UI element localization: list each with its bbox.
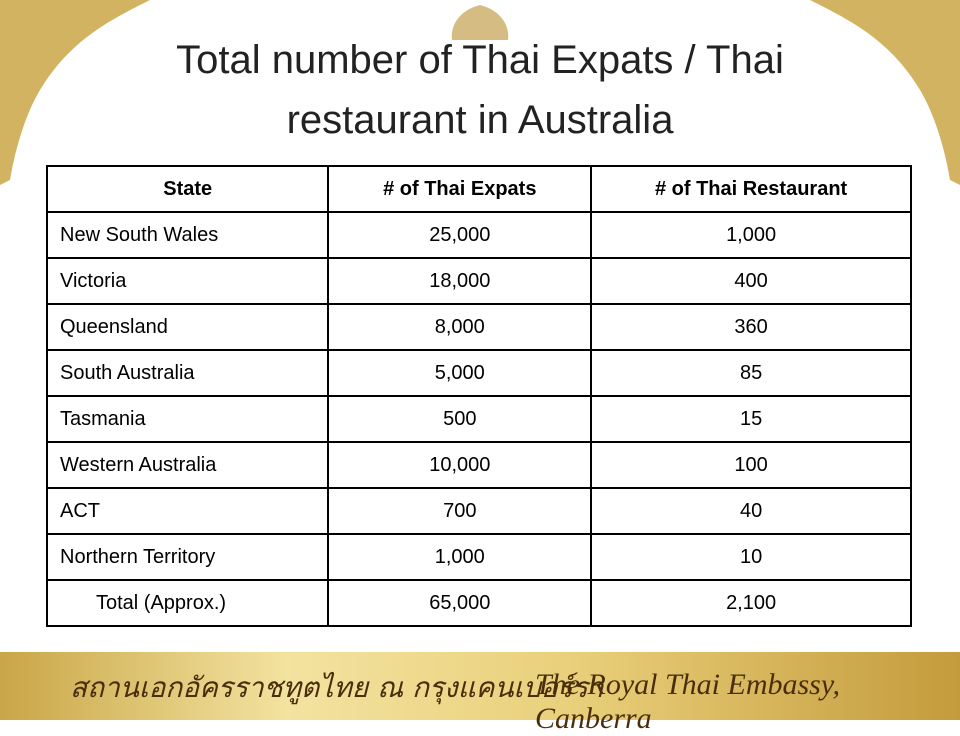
table-cell: New South Wales [45, 211, 330, 259]
table-cell: 65,000 [327, 579, 593, 627]
title: Total number of Thai Expats / Thai resta… [176, 38, 784, 142]
table-cell: 360 [590, 303, 912, 351]
corner-ornament-right [810, 0, 960, 185]
table-cell: 1,000 [327, 533, 593, 581]
table-cell: 700 [327, 487, 593, 535]
table-row: Total (Approx.) 65,000 2,100 [45, 579, 912, 627]
table-row: ACT 700 40 [45, 487, 912, 535]
table-cell: 100 [590, 441, 912, 489]
data-table: State # of Thai Expats # of Thai Restauran… [45, 165, 912, 627]
table-cell: 40 [590, 487, 912, 535]
footer-english: The Royal Thai Embassy, Canberra [535, 668, 840, 735]
decorations [0, 0, 960, 185]
table-cell: 8,000 [327, 303, 593, 351]
column-header: State [45, 165, 330, 213]
table-row: New South Wales 25,000 1,000 [45, 211, 912, 259]
table-row: South Australia 5,000 85 [45, 349, 912, 397]
table-cell: 2,100 [590, 579, 912, 627]
table-cell: Tasmania [45, 395, 330, 443]
footer: สถานเอกอัครราชทูตไทย ณ กรุงแคนเบอร์รา Th… [0, 652, 960, 735]
table-cell: Victoria [45, 257, 330, 305]
column-header: # of Thai Restaurant [590, 165, 912, 213]
table-cell: South Australia [45, 349, 330, 397]
table-cell: Western Australia [45, 441, 330, 489]
table-cell: 500 [327, 395, 593, 443]
table-cell: 15 [590, 395, 912, 443]
column-header: # of Thai Expats [327, 165, 593, 213]
table-cell: 10 [590, 533, 912, 581]
table-row: Western Australia 10,000 100 [45, 441, 912, 489]
table-cell: 85 [590, 349, 912, 397]
table-cell: 400 [590, 257, 912, 305]
table-cell: 10,000 [327, 441, 593, 489]
table-row: Queensland 8,000 360 [45, 303, 912, 351]
footer-thai: สถานเอกอัครราชทูตไทย ณ กรุงแคนเบอร์รา [70, 671, 604, 704]
corner-ornament-left [0, 0, 150, 185]
table-cell: 1,000 [590, 211, 912, 259]
emblem [451, 5, 509, 40]
table-body: New South Wales 25,000 1,000 Victoria 18,000… [45, 211, 912, 627]
table-cell: Northern Territory [45, 533, 330, 581]
table-cell: Queensland [45, 303, 330, 351]
header-row: State # of Thai Expats # of Thai Restauran… [45, 165, 912, 213]
table-row: Northern Territory 1,000 10 [45, 533, 912, 581]
table-cell: Total (Approx.) [45, 579, 330, 627]
table-row: Victoria 18,000 400 [45, 257, 912, 305]
table-row: Tasmania 500 15 [45, 395, 912, 443]
table-cell: 25,000 [327, 211, 593, 259]
table-cell: 18,000 [327, 257, 593, 305]
table-cell: ACT [45, 487, 330, 535]
table-cell: 5,000 [327, 349, 593, 397]
